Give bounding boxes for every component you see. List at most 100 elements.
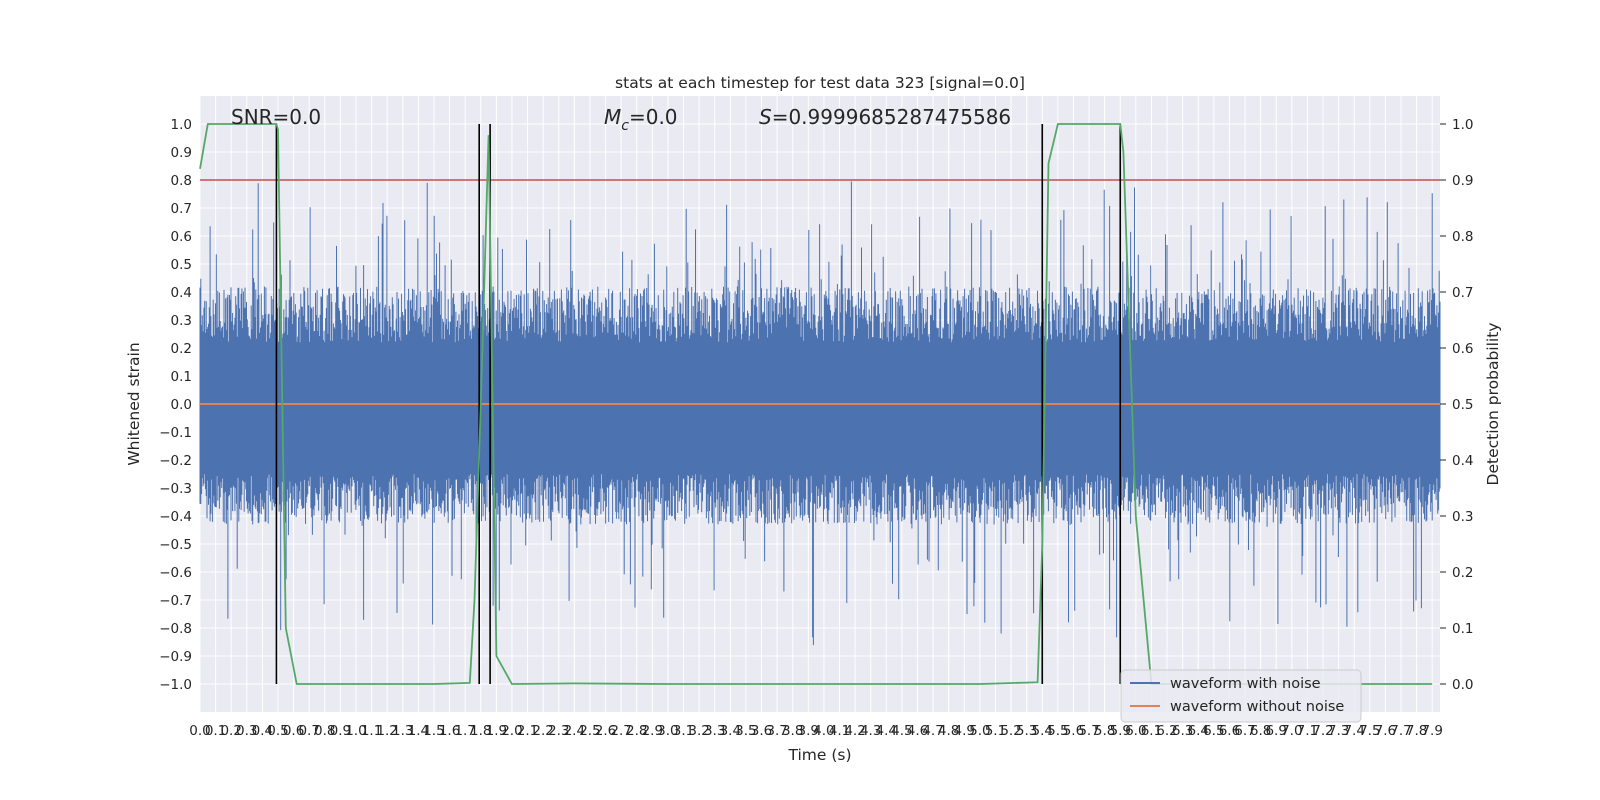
x-tick-label: 3.7	[766, 723, 787, 739]
x-tick-label: 7.5	[1359, 723, 1380, 739]
x-axis-label: Time (s)	[787, 746, 851, 764]
y-tick-label: −0.8	[159, 621, 192, 637]
x-tick-label: 7.4	[1343, 723, 1364, 739]
y-tick-label: 0.4	[171, 285, 192, 301]
x-tick-label: 2.5	[579, 723, 600, 739]
x-tick-label: 0.9	[330, 723, 351, 739]
y2-tick-label: 0.4	[1452, 453, 1473, 469]
x-tick-label: 2.9	[642, 723, 663, 739]
x-tick-label: 6.1	[1141, 723, 1162, 739]
y2-tick-label: 0.5	[1452, 397, 1473, 413]
x-tick-label: 0.7	[298, 723, 319, 739]
x-tick-label: 3.9	[798, 723, 819, 739]
x-tick-label: 0.5	[267, 723, 288, 739]
y2-tick-label: 0.0	[1452, 677, 1473, 693]
y-axis-label: Whitened strain	[125, 342, 143, 465]
x-tick-label: 6.4	[1187, 723, 1208, 739]
x-tick-label: 4.1	[829, 723, 850, 739]
x-tick-label: 4.5	[891, 723, 912, 739]
y-tick-label: −0.5	[159, 537, 192, 553]
y2-axis-label: Detection probability	[1484, 323, 1502, 486]
x-tick-label: 2.7	[610, 723, 631, 739]
y-tick-label: −0.3	[159, 481, 192, 497]
y-tick-label: 0.6	[171, 229, 192, 245]
y2-tick-label: 0.9	[1452, 173, 1473, 189]
detection-probability-line	[199, 123, 1433, 685]
x-tick-label: 7.0	[1281, 723, 1302, 739]
x-tick-label: 5.9	[1110, 723, 1131, 739]
chart-title: stats at each timestep for test data 323…	[615, 74, 1025, 92]
x-tick-label: 6.2	[1156, 723, 1177, 739]
y-tick-label: 0.5	[171, 257, 192, 273]
x-tick-label: 6.0	[1125, 723, 1146, 739]
x-tick-label: 5.8	[1094, 723, 1115, 739]
x-tick-label: 5.5	[1047, 723, 1068, 739]
y-tick-label: 0.8	[171, 173, 192, 189]
x-tick-label: 4.7	[922, 723, 943, 739]
x-tick-label: 1.9	[486, 723, 507, 739]
x-tick-label: 1.7	[454, 723, 475, 739]
y2-tick-label: 0.1	[1452, 621, 1473, 637]
x-tick-label: 2.1	[517, 723, 538, 739]
x-tick-label: 3.5	[735, 723, 756, 739]
x-tick-label: 5.7	[1078, 723, 1099, 739]
y2-tick-label: 1.0	[1452, 117, 1473, 133]
y2-tick-label: 0.8	[1452, 229, 1473, 245]
y2-tick-label: 0.7	[1452, 285, 1473, 301]
legend-label-noise: waveform with noise	[1170, 676, 1321, 692]
x-tick-label: 2.3	[548, 723, 569, 739]
x-tick-label: 3.1	[673, 723, 694, 739]
y-tick-label: 1.0	[171, 117, 192, 133]
x-tick-label: 5.0	[969, 723, 990, 739]
x-tick-label: 0.6	[283, 723, 304, 739]
y-tick-label: 0.3	[171, 313, 192, 329]
x-tick-label: 7.7	[1390, 723, 1411, 739]
y-tick-label: −1.0	[159, 677, 192, 693]
x-tick-label: 7.3	[1328, 723, 1349, 739]
x-tick-label: 6.5	[1203, 723, 1224, 739]
x-tick-label: 1.3	[392, 723, 413, 739]
chirp-mass-symbol: M	[604, 105, 621, 129]
y-tick-label: 0.9	[171, 145, 192, 161]
s-symbol: S	[759, 105, 772, 129]
x-tick-label: 2.0	[501, 723, 522, 739]
x-tick-label: 3.0	[657, 723, 678, 739]
x-tick-label: 1.8	[470, 723, 491, 739]
x-tick-label: 1.5	[423, 723, 444, 739]
x-tick-label: 7.2	[1312, 723, 1333, 739]
y2-tick-label: 0.3	[1452, 509, 1473, 525]
y-tick-label: 0.2	[171, 341, 192, 357]
x-tick-label: 5.4	[1032, 723, 1053, 739]
x-tick-label: 5.6	[1063, 723, 1084, 739]
x-tick-label: 3.8	[782, 723, 803, 739]
x-tick-label: 6.8	[1250, 723, 1271, 739]
y-tick-label: −0.1	[159, 425, 192, 441]
x-tick-label: 4.6	[907, 723, 928, 739]
x-tick-label: 1.0	[345, 723, 366, 739]
y-tick-label: 0.0	[171, 397, 192, 413]
chirp-mass-annotation: Mc=0.0	[604, 105, 678, 134]
y-tick-label: −0.4	[159, 509, 192, 525]
x-tick-label: 5.1	[985, 723, 1006, 739]
x-tick-label: 4.3	[860, 723, 881, 739]
chirp-mass-subscript: c	[621, 118, 629, 134]
x-tick-label: 3.4	[720, 723, 741, 739]
y2-tick-label: 0.2	[1452, 565, 1473, 581]
x-tick-label: 1.6	[439, 723, 460, 739]
x-tick-label: 7.1	[1297, 723, 1318, 739]
x-tick-label: 4.8	[938, 723, 959, 739]
x-tick-label: 5.3	[1016, 723, 1037, 739]
x-tick-label: 1.1	[361, 723, 382, 739]
x-tick-label: 0.0	[189, 723, 210, 739]
x-tick-label: 6.9	[1265, 723, 1286, 739]
x-tick-label: 0.4	[252, 723, 273, 739]
snr-annotation: SNR=0.0	[231, 105, 321, 129]
x-tick-label: 6.6	[1219, 723, 1240, 739]
y2-axis-ticks: 1.0 0.9 0.8 0.7 0.6 0.5 0.4 0.3 0.2 0.1 0.0	[1440, 117, 1473, 693]
waveform-with-noise-series	[199, 181, 1441, 646]
x-tick-label: 4.2	[844, 723, 865, 739]
detection-markers	[275, 124, 1122, 684]
x-tick-label: 2.4	[564, 723, 585, 739]
x-tick-label: 7.6	[1375, 723, 1396, 739]
